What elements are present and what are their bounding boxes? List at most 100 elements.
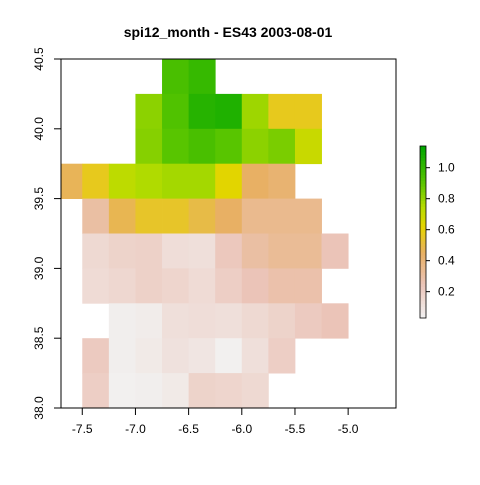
legend-color-step — [420, 157, 426, 161]
heatmap-cell — [294, 233, 322, 269]
x-tick-label: -6.5 — [178, 422, 199, 436]
heatmap-cell — [268, 198, 296, 234]
legend-color-step — [420, 277, 426, 282]
heatmap-cell — [135, 338, 163, 374]
legend-color-step — [420, 289, 426, 293]
x-tick-label: -5.5 — [285, 422, 306, 436]
legend-color-step — [420, 266, 426, 270]
heatmap-cell — [268, 163, 296, 199]
legend-color-step — [420, 232, 426, 236]
legend-frame — [419, 145, 427, 319]
legend-color-step — [420, 229, 426, 233]
heatmap-cell — [294, 303, 322, 339]
legend-color-step — [420, 209, 426, 213]
legend-color-step — [420, 163, 426, 167]
legend-color-step — [420, 257, 426, 262]
legend-tick-label: 0.6 — [438, 223, 455, 237]
heatmap-cell — [241, 303, 269, 339]
legend-color-step — [420, 300, 426, 305]
heatmap-cell — [294, 268, 322, 304]
heatmap-cell — [215, 233, 243, 269]
heatmap-cell — [108, 268, 136, 304]
heatmap-cell — [294, 93, 322, 130]
y-tick-label: 39.5 — [32, 187, 46, 211]
y-tick-label: 39.0 — [32, 256, 46, 280]
heatmap-cell — [268, 93, 296, 130]
heatmap-cell — [268, 268, 296, 304]
legend-color-step — [420, 180, 426, 184]
heatmap-cell — [268, 128, 296, 165]
legend-color-step — [420, 160, 426, 164]
legend-color-step — [420, 220, 426, 224]
legend-color-step — [420, 275, 426, 279]
legend-color-step — [420, 217, 426, 222]
heatmap-cell — [241, 268, 269, 304]
heatmap-cell — [241, 198, 269, 234]
heatmap-cell — [188, 198, 216, 234]
heatmap-cell — [82, 233, 110, 269]
legend-color-step — [420, 234, 426, 239]
heatmap-cell — [268, 338, 296, 374]
heatmap-cell — [188, 268, 216, 304]
legend-color-step — [420, 315, 426, 319]
legend-color-step — [420, 237, 426, 242]
legend-color-step — [420, 306, 426, 310]
x-tick-label: -5.0 — [338, 422, 359, 436]
heatmap-cell — [268, 303, 296, 339]
y-tick-label: 38.5 — [32, 326, 46, 350]
chart-title: spi12_month - ES43 2003-08-01 — [124, 24, 333, 40]
heatmap-cell — [188, 163, 216, 199]
heatmap-cell — [215, 303, 243, 339]
heatmap-cell — [162, 128, 190, 165]
legend-color-step — [420, 203, 426, 207]
heatmap-cell — [294, 128, 322, 165]
heatmap-cell — [108, 303, 136, 339]
heatmap-cell — [135, 268, 163, 304]
heatmap-cell — [135, 303, 163, 339]
legend-color-step — [420, 191, 426, 196]
heatmap-cell — [162, 233, 190, 269]
legend-tick-label: 0.2 — [438, 285, 455, 299]
legend-color-step — [420, 243, 426, 247]
heatmap-cell — [82, 198, 110, 234]
heatmap-cell — [188, 233, 216, 269]
heatmap-cell — [108, 373, 136, 408]
legend-color-step — [420, 183, 426, 187]
color-legend: 0.2 0.4 0.6 0.8 1.0 — [419, 145, 455, 319]
heatmap-cell — [82, 338, 110, 374]
x-tick-label: -7.0 — [125, 422, 146, 436]
heatmap-cell — [241, 128, 269, 165]
y-axis: 38.0 38.5 39.0 39.5 40.0 40.5 — [32, 47, 62, 420]
legend-color-step — [420, 272, 426, 276]
heatmap-cell — [82, 373, 110, 408]
heatmap-cell — [162, 59, 190, 95]
legend-color-step — [420, 254, 426, 259]
legend-color-step — [420, 174, 426, 179]
legend-color-step — [420, 200, 426, 204]
heatmap-cell — [135, 198, 163, 234]
heatmap-cell — [321, 303, 349, 339]
heatmap-cell — [61, 163, 83, 199]
heatmap-cell — [82, 163, 110, 199]
legend-color-step — [420, 177, 426, 181]
legend-color-step — [420, 194, 426, 199]
legend-color-step — [420, 297, 426, 302]
legend-color-step — [420, 240, 426, 244]
heatmap-cell — [82, 268, 110, 304]
x-tick-label: -6.0 — [231, 422, 252, 436]
legend-color-step — [420, 148, 426, 153]
heatmap-cell — [188, 373, 216, 408]
legend-color-step — [420, 186, 426, 190]
heatmap-cell — [215, 268, 243, 304]
legend-color-step — [420, 303, 426, 308]
heatmap-cell — [135, 233, 163, 269]
heatmap-cell — [162, 268, 190, 304]
heatmap-cell — [215, 338, 243, 374]
heatmap-cell — [108, 163, 136, 199]
legend-color-step — [420, 286, 426, 290]
heatmap-cell — [215, 93, 243, 130]
heatmap-cell — [321, 233, 349, 269]
heatmap-cell — [188, 338, 216, 374]
heatmap-cell — [162, 338, 190, 374]
heatmap-cell — [241, 373, 269, 408]
